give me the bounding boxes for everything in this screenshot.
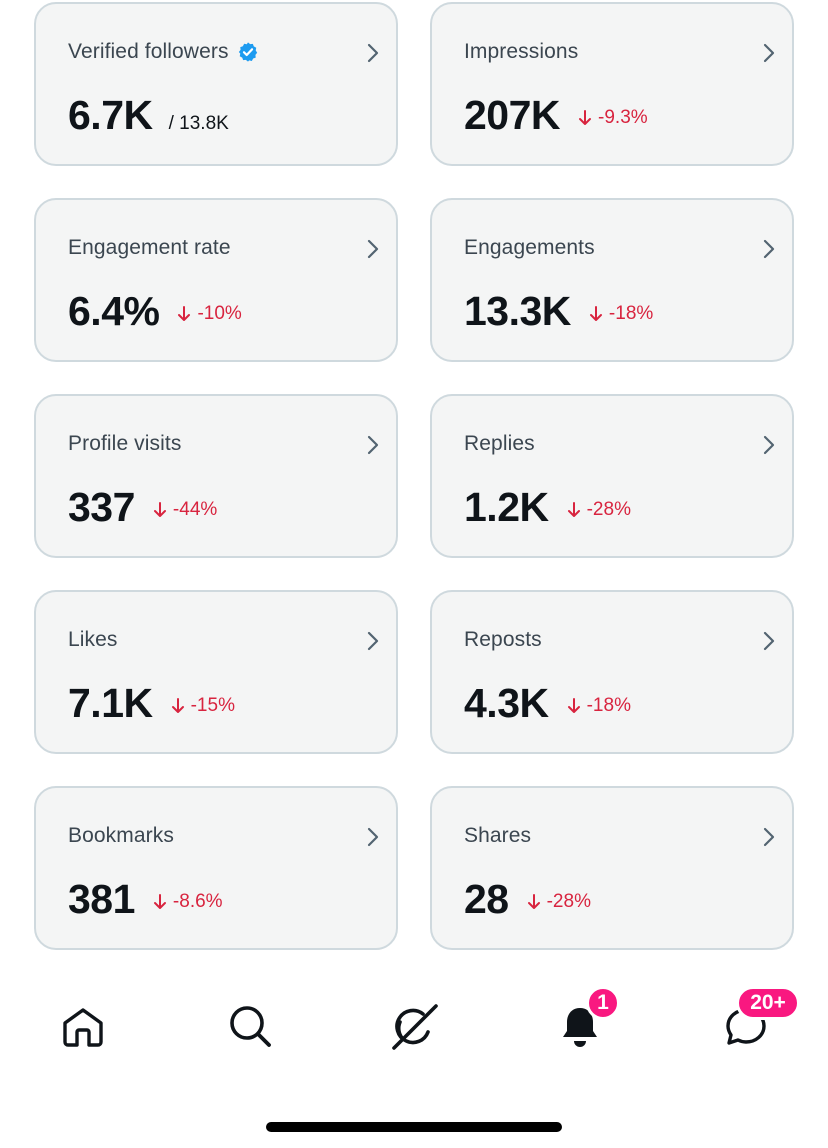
arrow-down-icon [171,698,184,713]
card-label-row: Verified followers [68,40,259,64]
card-value: 7.1K [68,680,153,726]
card-impressions[interactable]: Impressions 207K -9.3% [430,2,794,166]
chevron-right-icon [367,827,379,847]
arrow-down-icon [153,894,166,909]
analytics-cards-grid: Verified followers 6.7K / 13.8K Impressi… [34,2,794,950]
card-value: 207K [464,92,561,138]
card-value: 6.4% [68,288,160,334]
search-icon [230,1006,271,1047]
tab-search[interactable] [226,1002,274,1050]
card-label: Bookmarks [68,824,174,847]
chevron-right-icon [763,435,775,455]
card-change: -28% [527,891,591,913]
home-indicator [266,1122,562,1132]
card-value-row: 337 -44% [68,484,217,531]
card-value: 28 [464,876,509,922]
arrow-down-icon [567,502,580,517]
chevron-right-icon [367,435,379,455]
chevron-right-icon [763,827,775,847]
card-value: 381 [68,876,135,922]
card-change: -10% [177,303,242,325]
card-value: 13.3K [464,288,571,334]
card-reposts[interactable]: Reposts 4.3K -18% [430,590,794,754]
card-label: Engagement rate [68,236,231,259]
grok-icon [392,1004,438,1050]
card-value: 1.2K [464,484,549,530]
card-likes[interactable]: Likes 7.1K -15% [34,590,398,754]
card-total-followers: / 13.8K [168,113,229,134]
card-profile-visits[interactable]: Profile visits 337 -44% [34,394,398,558]
card-replies[interactable]: Replies 1.2K -28% [430,394,794,558]
card-verified-followers[interactable]: Verified followers 6.7K / 13.8K [34,2,398,166]
card-value: 337 [68,484,135,530]
card-change-value: -28% [586,499,631,520]
arrow-down-icon [153,502,166,517]
card-value-row: 28 -28% [464,876,591,923]
card-value-row: 7.1K -15% [68,680,235,727]
card-label: Likes [68,628,118,651]
card-change-value: -10% [197,303,242,324]
card-shares[interactable]: Shares 28 -28% [430,786,794,950]
card-change-value: -18% [608,303,654,324]
card-value-row: 4.3K -18% [464,680,631,727]
card-change: -28% [567,499,631,521]
card-value-row: 207K -9.3% [464,92,648,139]
verified-badge-icon [238,42,257,62]
card-change-value: -15% [190,695,235,716]
card-value-row: 381 -8.6% [68,876,223,923]
arrow-down-icon [178,306,191,321]
arrow-down-icon [567,698,580,713]
card-label: Impressions [464,40,579,63]
card-change: -18% [567,695,631,717]
bottom-tab-bar: 1 20+ [0,986,828,1080]
card-change: -18% [589,303,653,325]
card-value: 4.3K [464,680,549,726]
card-bookmarks[interactable]: Bookmarks 381 -8.6% [34,786,398,950]
messages-icon [726,1008,766,1045]
card-label: Reposts [464,628,542,651]
card-change-value: -44% [172,499,218,520]
tab-grok[interactable] [390,1002,438,1050]
card-change-value: -28% [546,891,591,912]
messages-badge: 20+ [736,986,800,1020]
home-icon [63,1008,103,1047]
card-value-row: 13.3K -18% [464,288,653,335]
card-change: -44% [153,499,217,521]
tab-home[interactable] [59,1002,107,1050]
arrow-down-icon [589,306,602,321]
tab-messages[interactable]: 20+ [722,986,800,1050]
chevron-right-icon [367,239,379,259]
chevron-right-icon [367,43,379,63]
card-label: Engagements [464,236,595,259]
arrow-down-icon [527,894,540,909]
card-change-value: -18% [586,695,631,716]
arrow-down-icon [579,110,592,125]
notifications-bell-icon [563,1008,597,1047]
card-label: Profile visits [68,432,182,455]
card-label: Replies [464,432,535,455]
card-value-row: 6.7K / 13.8K [68,92,229,139]
card-change: -9.3% [578,107,648,129]
chevron-right-icon [763,43,775,63]
card-change: -15% [171,695,235,717]
card-change-value: -8.6% [172,891,223,912]
card-change-value: -9.3% [598,107,648,128]
card-label: Verified followers [68,40,229,63]
card-engagements[interactable]: Engagements 13.3K -18% [430,198,794,362]
tab-notifications[interactable]: 1 [556,986,620,1050]
chevron-right-icon [763,239,775,259]
card-value-row: 1.2K -28% [464,484,631,531]
card-value: 6.7K [68,92,153,138]
card-value-row: 6.4% -10% [68,288,242,335]
card-change: -8.6% [153,891,223,913]
notifications-badge: 1 [586,986,620,1020]
chevron-right-icon [763,631,775,651]
card-engagement-rate[interactable]: Engagement rate 6.4% -10% [34,198,398,362]
card-label: Shares [464,824,532,847]
chevron-right-icon [367,631,379,651]
